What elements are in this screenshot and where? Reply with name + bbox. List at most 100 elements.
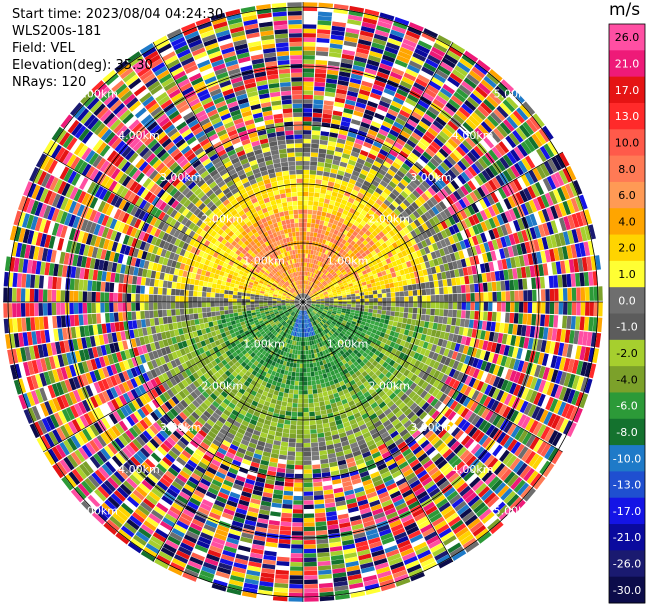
range-gate — [380, 532, 394, 541]
range-gate — [368, 370, 375, 377]
range-gate — [399, 366, 407, 375]
range-gate — [395, 502, 408, 511]
range-gate — [330, 402, 338, 409]
range-gate — [429, 336, 435, 344]
range-gate — [376, 487, 388, 496]
range-gate — [326, 353, 331, 359]
range-gate — [431, 388, 440, 398]
range-gate — [313, 309, 318, 313]
range-gate — [507, 438, 518, 452]
range-gate — [60, 277, 66, 290]
range-gate — [550, 369, 559, 383]
range-gate — [519, 465, 532, 479]
range-gate — [437, 338, 444, 347]
range-gate — [465, 336, 472, 346]
range-gate — [91, 280, 97, 292]
range-gate — [512, 499, 526, 514]
range-gate — [523, 337, 530, 349]
range-gate — [306, 314, 309, 319]
range-gate — [324, 334, 329, 339]
range-gate — [575, 391, 584, 407]
range-gate — [509, 410, 520, 423]
range-gate — [432, 352, 439, 361]
range-gate — [232, 298, 237, 302]
range-gate — [314, 503, 325, 509]
range-gate — [370, 545, 384, 553]
range-gate — [25, 317, 31, 332]
range-gate — [507, 346, 515, 358]
range-gate — [502, 406, 512, 418]
range-gate — [51, 289, 57, 302]
range-gate — [233, 312, 239, 317]
range-gate — [377, 326, 383, 332]
range-gate — [276, 556, 290, 562]
range-gate — [298, 394, 303, 399]
range-gate — [357, 499, 369, 507]
range-gate — [354, 536, 367, 544]
range-gate — [472, 461, 484, 473]
range-gate — [544, 340, 552, 354]
range-gate — [398, 352, 406, 359]
range-gate — [463, 355, 471, 365]
range-gate — [452, 309, 457, 318]
range-gate — [585, 302, 590, 316]
range-gate — [488, 442, 500, 454]
range-gate — [104, 292, 110, 302]
range-gate — [529, 376, 538, 390]
range-gate — [307, 309, 311, 313]
range-gate — [403, 396, 412, 405]
range-gate — [377, 570, 392, 579]
range-gate — [393, 473, 405, 483]
range-gate — [555, 416, 565, 432]
range-gate — [499, 344, 506, 355]
range-gate — [529, 390, 538, 404]
range-gate — [222, 322, 228, 328]
range-gate — [199, 275, 205, 281]
range-gate — [317, 556, 331, 562]
range-gate — [499, 449, 510, 463]
range-gate — [550, 355, 558, 369]
range-gate — [145, 277, 151, 286]
range-gate — [352, 426, 361, 434]
range-gate — [259, 302, 264, 305]
range-gate — [370, 391, 378, 398]
range-gate — [507, 423, 517, 436]
range-gate — [391, 302, 396, 307]
range-gate — [414, 433, 424, 442]
range-gate — [460, 335, 467, 345]
range-gate — [346, 569, 361, 577]
range-gate — [588, 363, 597, 379]
range-gate — [383, 540, 397, 550]
range-gate — [288, 442, 296, 448]
range-gate — [406, 356, 413, 364]
range-gate — [127, 275, 133, 285]
range-gate — [310, 322, 314, 327]
range-gate — [421, 401, 430, 411]
range-gate — [341, 535, 354, 542]
range-gate — [504, 356, 512, 368]
range-gate — [82, 302, 88, 314]
range-gate — [110, 272, 116, 283]
range-gate — [153, 286, 159, 295]
range-gate — [344, 351, 351, 357]
range-gate — [430, 302, 436, 309]
range-gate — [295, 372, 300, 377]
range-gate — [447, 349, 454, 359]
range-gate — [215, 306, 220, 312]
range-gate — [171, 315, 177, 323]
range-gate — [117, 293, 123, 302]
range-gate — [12, 318, 18, 333]
range-gate — [446, 490, 459, 502]
range-gate — [329, 351, 334, 357]
range-gate — [3, 287, 8, 302]
range-gate — [285, 411, 292, 416]
range-gate — [423, 442, 433, 453]
range-gate — [408, 568, 424, 578]
range-gate — [407, 313, 413, 319]
range-gate — [292, 517, 303, 523]
range-gate — [300, 354, 303, 360]
range-gate — [466, 346, 474, 356]
range-gate — [328, 457, 337, 463]
range-gate — [314, 406, 321, 412]
range-gate — [119, 321, 125, 331]
